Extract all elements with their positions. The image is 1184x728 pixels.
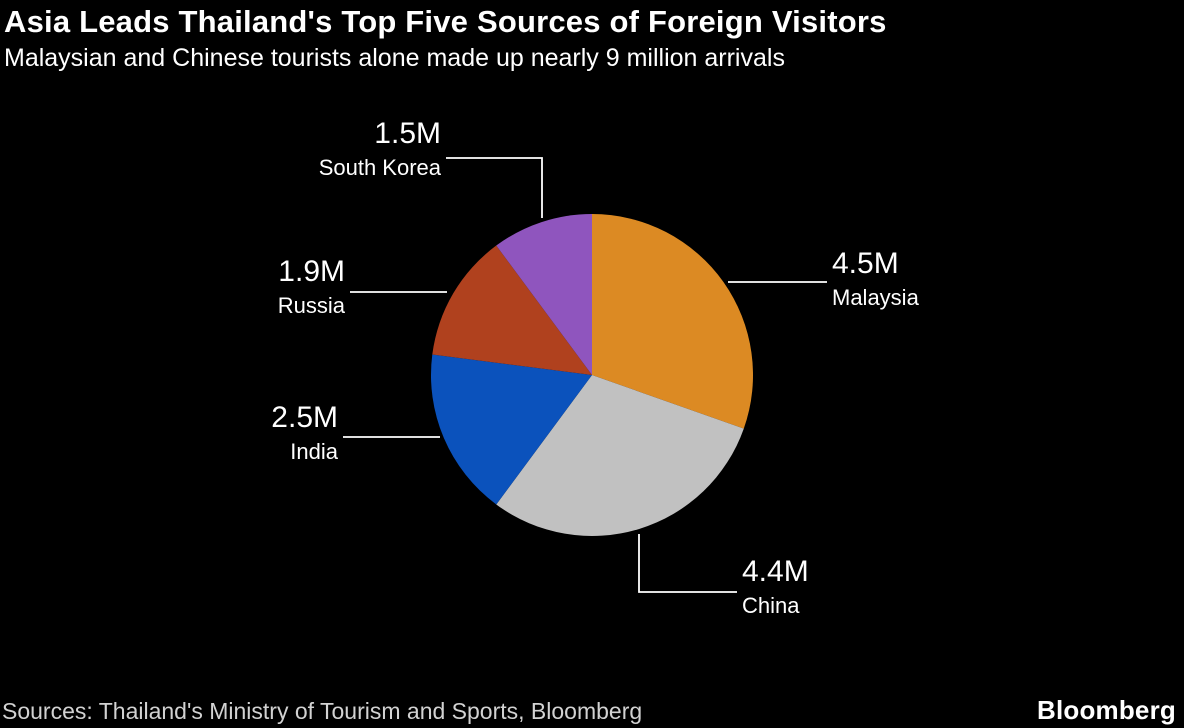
slice-label-china: 4.4M China — [742, 554, 809, 620]
slice-name-malaysia: Malaysia — [832, 285, 919, 310]
slice-name-china: China — [742, 593, 800, 618]
pie-slice-russia — [432, 245, 592, 375]
slice-value-india: 2.5M — [271, 401, 338, 434]
leader-lines — [343, 157, 827, 593]
slice-label-russia: 1.9M Russia — [278, 254, 345, 320]
slice-name-russia: Russia — [277, 293, 345, 318]
chart-footer: Sources: Thailand's Ministry of Tourism … — [2, 695, 1176, 726]
slice-label-south-korea: 1.5M South Korea — [319, 116, 441, 182]
slice-value-south-korea: 1.5M — [374, 117, 441, 150]
source-note: Sources: Thailand's Ministry of Tourism … — [2, 698, 643, 724]
slice-name-india: India — [290, 439, 338, 464]
pie-slice-china — [496, 375, 744, 536]
leader-line-south-korea — [446, 157, 543, 218]
pie-slice-south-korea — [496, 214, 592, 375]
pie-slice-malaysia — [592, 214, 753, 429]
chart-subtitle: Malaysian and Chinese tourists alone mad… — [4, 44, 785, 72]
chart-title: Asia Leads Thailand's Top Five Sources o… — [4, 4, 887, 39]
leader-line-china — [638, 534, 737, 593]
chart-header: Asia Leads Thailand's Top Five Sources o… — [4, 4, 1180, 72]
bloomberg-logo: Bloomberg — [1036, 695, 1176, 725]
slice-name-south-korea: South Korea — [318, 155, 441, 180]
slice-label-india: 2.5M India — [271, 400, 338, 466]
pie-slices — [430, 214, 753, 536]
slice-value-malaysia: 4.5M — [832, 247, 899, 280]
slice-value-russia: 1.9M — [278, 255, 345, 288]
slice-value-china: 4.4M — [742, 555, 809, 588]
pie-slice-india — [430, 354, 592, 505]
slice-label-malaysia: 4.5M Malaysia — [832, 246, 919, 312]
